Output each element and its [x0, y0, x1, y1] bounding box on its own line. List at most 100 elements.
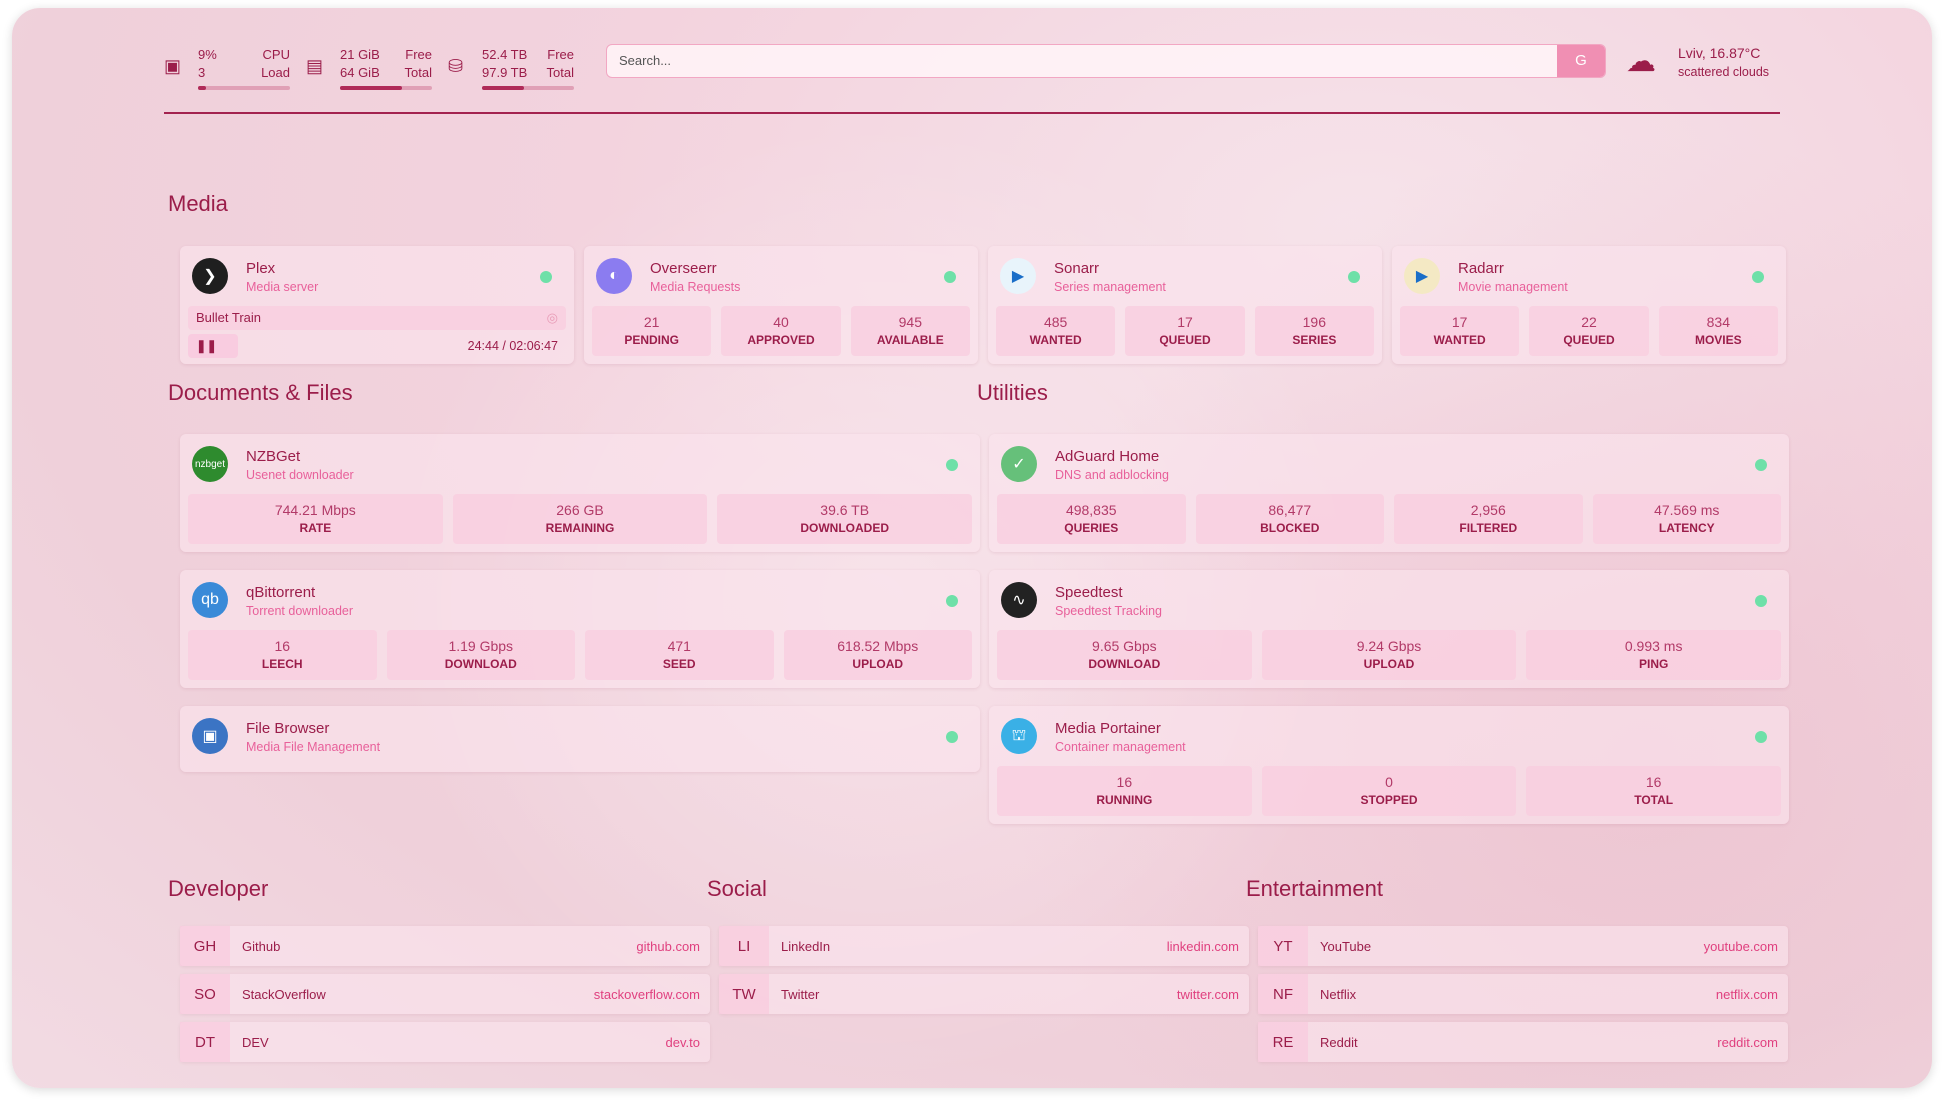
- service-desc: Torrent downloader: [246, 604, 354, 618]
- ram-icon: ▤: [306, 56, 324, 76]
- service-card-plex[interactable]: ❯ Plex Media server Bullet Train ◎ ❚❚ 24:44 / …: [180, 246, 574, 364]
- stat-blocked: 86,477 BLOCKED: [1195, 494, 1384, 544]
- ram-total: 64 GiB: [340, 65, 380, 80]
- stat-upload: 618.52 Mbps UPLOAD: [783, 630, 972, 680]
- search-input[interactable]: Search... G: [606, 44, 1606, 78]
- section-developer: Developer: [168, 876, 269, 901]
- service-desc: Usenet downloader: [246, 468, 354, 482]
- stat-running: 16 RUNNING: [997, 766, 1252, 816]
- bookmark-stackoverflow[interactable]: SO StackOverflow stackoverflow.com: [180, 974, 710, 1014]
- bookmark-dev[interactable]: DT DEV dev.to: [180, 1022, 710, 1062]
- search-button[interactable]: G: [1557, 45, 1605, 77]
- stat-value: 498,835: [1065, 502, 1117, 518]
- bookmark-title: LinkedIn: [781, 938, 831, 954]
- bookmark-url: dev.to: [665, 1034, 700, 1050]
- weather-widget: Lviv, 16.87°C scattered clouds: [1678, 44, 1769, 82]
- stat-label: QUEUED: [1563, 333, 1615, 347]
- bookmark-twitter[interactable]: TW Twitter twitter.com: [719, 974, 1249, 1014]
- service-name: AdGuard Home: [1055, 448, 1160, 465]
- stat-rate: 744.21 Mbps RATE: [188, 494, 443, 544]
- bookmark-github[interactable]: GH Github github.com: [180, 926, 710, 966]
- service-card-sonarr[interactable]: ▶ Sonarr Series management 485 WANTED 17 QUEUE…: [988, 246, 1382, 364]
- cpu-value: 9%: [198, 47, 217, 62]
- status-indicator: [1755, 731, 1767, 743]
- bookmark-url: netflix.com: [1715, 986, 1778, 1002]
- service-name: Media Portainer: [1055, 720, 1161, 737]
- stats-row: 485 WANTED 17 QUEUED 196 SERIES: [996, 306, 1374, 356]
- stat-label: RATE: [299, 521, 332, 535]
- pause-button[interactable]: ❚❚: [188, 334, 238, 358]
- stat-value: 21: [643, 314, 660, 330]
- stat-label: BLOCKED: [1260, 521, 1320, 535]
- disk-total: 97.9 TB: [482, 65, 528, 80]
- service-card-file-browser[interactable]: ▣ File Browser Media File Management: [180, 706, 980, 772]
- stat-label: TOTAL: [1634, 793, 1674, 807]
- service-card-qbittorrent[interactable]: qb qBittorrent Torrent downloader 16 LEECH 1.…: [180, 570, 980, 688]
- stat-value: 16: [1645, 774, 1662, 790]
- bookmark-url: linkedin.com: [1166, 938, 1239, 954]
- service-desc: DNS and adblocking: [1055, 468, 1169, 482]
- service-card-nzbget[interactable]: nzbget NZBGet Usenet downloader 744.21 Mbps…: [180, 434, 980, 552]
- stats-row: 16 RUNNING 0 STOPPED 16 TOTAL: [997, 766, 1782, 816]
- stat-label: LEECH: [261, 657, 303, 671]
- stat-series: 196 SERIES: [1254, 306, 1374, 356]
- sonarr-logo-icon: ▶: [1000, 258, 1036, 294]
- status-indicator: [1755, 595, 1767, 607]
- cpu-icon: ▣: [164, 56, 182, 76]
- bookmark-url: youtube.com: [1703, 938, 1778, 954]
- ram-total-label: Total: [404, 65, 432, 80]
- cpu-load-label: Load: [261, 65, 290, 80]
- stats-row: 9.65 Gbps DOWNLOAD 9.24 Gbps UPLOAD 0.993 ms…: [997, 630, 1782, 680]
- bookmark-title: Reddit: [1320, 1034, 1358, 1050]
- stat-value: 9.65 Gbps: [1092, 638, 1157, 654]
- stat-value: 945: [898, 314, 922, 330]
- service-desc: Media server: [246, 280, 319, 294]
- bookmark-reddit[interactable]: RE Reddit reddit.com: [1258, 1022, 1788, 1062]
- stat-label: DOWNLOAD: [444, 657, 517, 671]
- stat-label: REMAINING: [545, 521, 615, 535]
- ram-label: Free: [405, 47, 432, 62]
- bookmark-netflix[interactable]: NF Netflix netflix.com: [1258, 974, 1788, 1014]
- weather-location: Lviv, 16.87°C: [1678, 45, 1761, 61]
- disk-widget: ⛁ 52.4 TB Free 97.9 TB Total: [448, 46, 574, 90]
- bookmark-abbr: YT: [1258, 926, 1308, 966]
- stats-row: 21 PENDING 40 APPROVED 945 AVAILABLE: [592, 306, 970, 356]
- bookmark-linkedin[interactable]: LI LinkedIn linkedin.com: [719, 926, 1249, 966]
- ram-widget: ▤ 21 GiB Free 64 GiB Total: [306, 46, 432, 90]
- cpu-load-value: 3: [198, 65, 206, 80]
- stat-label: WANTED: [1029, 333, 1082, 347]
- service-card-overseerr[interactable]: ◐ Overseerr Media Requests 21 PENDING 40 APPRO…: [584, 246, 978, 364]
- dashboard: ▣ 9% CPU 3 Load ▤ 21 GiB Free 64 GiB Total ⛁…: [12, 8, 1932, 1088]
- bookmark-title: Github: [242, 938, 281, 954]
- stat-download: 9.65 Gbps DOWNLOAD: [997, 630, 1252, 680]
- now-playing-title: Bullet Train: [196, 310, 262, 325]
- stat-pending: 21 PENDING: [592, 306, 712, 356]
- stat-label: SEED: [662, 657, 696, 671]
- overseerr-logo-icon: ◐: [596, 258, 632, 294]
- service-card-adguard-home[interactable]: ✓ AdGuard Home DNS and adblocking 498,835 QU…: [989, 434, 1789, 552]
- speedtest-logo-icon: ∿: [1001, 582, 1037, 618]
- stat-latency: 47.569 ms LATENCY: [1592, 494, 1781, 544]
- stat-leech: 16 LEECH: [188, 630, 377, 680]
- service-card-radarr[interactable]: ▶ Radarr Movie management 17 WANTED 22 QUEUED 8…: [1392, 246, 1786, 364]
- bookmark-youtube[interactable]: YT YouTube youtube.com: [1258, 926, 1788, 966]
- service-name: Sonarr: [1054, 260, 1100, 277]
- stat-value: 86,477: [1268, 502, 1312, 518]
- service-card-speedtest[interactable]: ∿ Speedtest Speedtest Tracking 9.65 Gbps DOW…: [989, 570, 1789, 688]
- bookmark-url: reddit.com: [1717, 1034, 1778, 1050]
- status-indicator: [1755, 459, 1767, 471]
- stat-upload: 9.24 Gbps UPLOAD: [1261, 630, 1517, 680]
- stat-label: WANTED: [1433, 333, 1486, 347]
- stat-download: 1.19 Gbps DOWNLOAD: [386, 630, 575, 680]
- service-card-media-portainer[interactable]: ⛫ Media Portainer Container management 16 RU…: [989, 706, 1789, 824]
- stat-seed: 471 SEED: [585, 630, 774, 680]
- stat-value: 17: [1177, 314, 1193, 330]
- bookmark-abbr: SO: [180, 974, 230, 1014]
- stat-label: LATENCY: [1658, 521, 1715, 535]
- stats-row: 498,835 QUERIES 86,477 BLOCKED 2,956 FILTERED…: [997, 494, 1781, 544]
- status-indicator: [1348, 271, 1360, 283]
- bookmark-abbr: RE: [1258, 1022, 1308, 1062]
- radarr-logo-icon: ▶: [1404, 258, 1440, 294]
- service-desc: Movie management: [1458, 280, 1568, 294]
- service-desc: Container management: [1055, 740, 1186, 754]
